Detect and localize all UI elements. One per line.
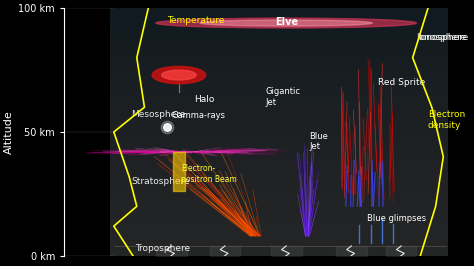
Point bbox=[164, 125, 171, 129]
Text: Mesosphere: Mesosphere bbox=[131, 110, 185, 119]
Text: Blue
Jet: Blue Jet bbox=[309, 132, 328, 151]
Text: Gamma-rays: Gamma-rays bbox=[171, 111, 225, 120]
Text: Elve: Elve bbox=[274, 17, 298, 27]
Ellipse shape bbox=[156, 18, 417, 28]
Text: Red Sprite: Red Sprite bbox=[378, 77, 426, 86]
Ellipse shape bbox=[162, 70, 196, 80]
Point bbox=[164, 125, 171, 129]
Text: Blue glimpses: Blue glimpses bbox=[367, 214, 426, 223]
Text: Gigantic
Jet: Gigantic Jet bbox=[265, 88, 300, 107]
Text: Ionosphere: Ionosphere bbox=[419, 34, 469, 42]
Ellipse shape bbox=[152, 66, 206, 84]
Text: Electron
density: Electron density bbox=[428, 110, 465, 130]
Y-axis label: Altitude: Altitude bbox=[4, 110, 14, 154]
Text: Temperature: Temperature bbox=[167, 16, 225, 25]
Text: Ionosphere: Ionosphere bbox=[417, 34, 467, 42]
Ellipse shape bbox=[200, 20, 373, 26]
Text: Halo: Halo bbox=[194, 95, 215, 104]
Text: Stratosphere: Stratosphere bbox=[131, 177, 190, 186]
Text: Electron-
positron Beam: Electron- positron Beam bbox=[181, 164, 237, 184]
Text: Troposphere: Troposphere bbox=[135, 244, 190, 253]
